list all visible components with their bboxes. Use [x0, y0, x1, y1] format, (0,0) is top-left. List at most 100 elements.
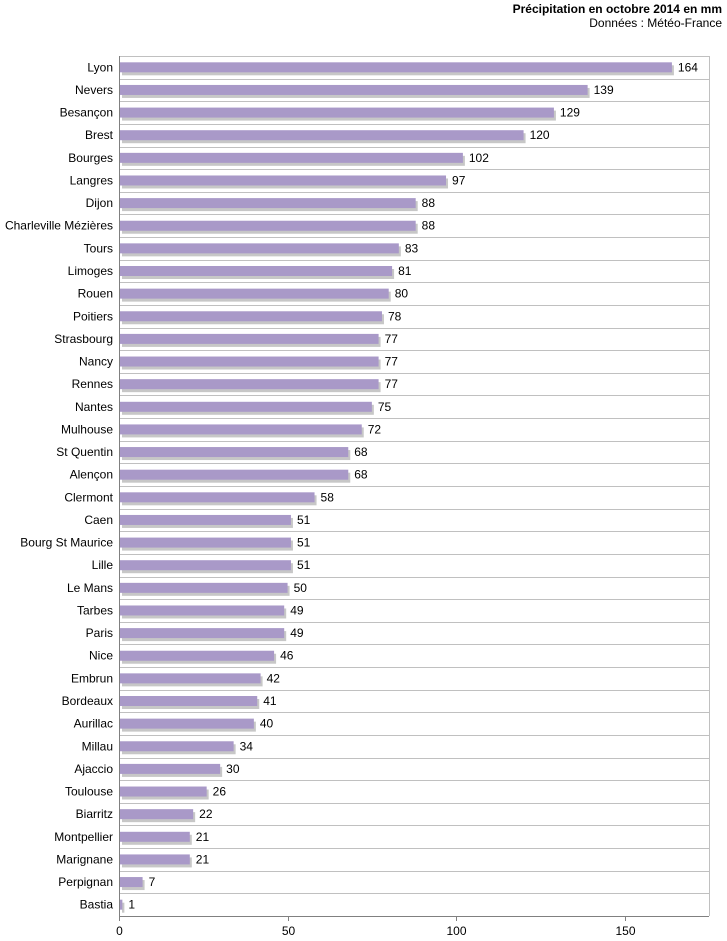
category-label-lyon: Lyon [87, 60, 113, 74]
category-label-nantes: Nantes [75, 400, 113, 414]
bar-nice [120, 650, 275, 661]
bar-bourg-st-maurice [120, 537, 291, 548]
bar-aurillac [120, 718, 254, 729]
category-label-strasbourg: Strasbourg [54, 332, 113, 346]
category-label-dijon: Dijon [86, 196, 113, 210]
category-label-biarritz: Biarritz [76, 807, 113, 821]
value-label-toulouse: 26 [213, 785, 227, 799]
bar-alencon [120, 469, 349, 480]
chart-subtitle: Données : Météo-France [589, 16, 722, 30]
bar-poitiers [120, 311, 382, 322]
category-label-aurillac: Aurillac [74, 717, 113, 731]
bar-rennes [120, 379, 379, 390]
value-label-bourg-st-maurice: 51 [297, 536, 311, 550]
bar-bastia [120, 899, 123, 910]
category-label-nancy: Nancy [79, 355, 113, 369]
value-label-nice: 46 [280, 649, 294, 663]
category-label-ajaccio: Ajaccio [74, 762, 113, 776]
chart-title: Précipitation en octobre 2014 en mm [512, 2, 722, 16]
category-label-mulhouse: Mulhouse [61, 422, 113, 436]
bar-biarritz [120, 809, 194, 820]
category-label-montpellier: Montpellier [54, 830, 113, 844]
value-label-caen: 51 [297, 513, 311, 527]
bar-besancon [120, 107, 554, 118]
value-label-bordeaux: 41 [263, 694, 277, 708]
value-label-nevers: 139 [594, 83, 614, 97]
bar-marignane [120, 854, 190, 865]
bar-langres [120, 175, 447, 186]
value-label-perpignan: 7 [149, 875, 156, 889]
bar-dijon [120, 198, 416, 209]
bar-nancy [120, 356, 379, 367]
bar-mulhouse [120, 424, 362, 435]
value-label-ajaccio: 30 [226, 762, 240, 776]
value-label-nantes: 75 [378, 400, 392, 414]
value-label-lyon: 164 [678, 60, 698, 74]
grid-lines [119, 56, 709, 917]
category-label-tarbes: Tarbes [77, 603, 113, 617]
value-label-marignane: 21 [196, 852, 210, 866]
value-label-limoges: 81 [398, 264, 412, 278]
category-label-bourg-st-maurice: Bourg St Maurice [20, 536, 113, 550]
category-label-toulouse: Toulouse [65, 785, 113, 799]
bar-caen [120, 514, 291, 525]
value-label-clermont: 58 [321, 490, 335, 504]
bar-brest [120, 130, 524, 141]
value-label-rouen: 80 [395, 287, 409, 301]
bar-le-mans [120, 582, 288, 593]
value-label-paris: 49 [290, 626, 304, 640]
category-label-bastia: Bastia [80, 898, 114, 912]
x-tick-label: 150 [615, 924, 635, 938]
bar-st-quentin [120, 447, 349, 458]
bar-clermont [120, 492, 315, 503]
bar-limoges [120, 266, 393, 276]
bar-charleville-mezieres [120, 220, 416, 231]
category-label-langres: Langres [70, 173, 113, 187]
bar-bourges [120, 152, 463, 163]
bar-millau [120, 741, 234, 752]
value-label-le-mans: 50 [294, 581, 308, 595]
bar-perpignan [120, 877, 143, 888]
value-label-strasbourg: 77 [385, 332, 399, 346]
value-label-aurillac: 40 [260, 717, 274, 731]
bar-rouen [120, 288, 389, 299]
category-label-tours: Tours [84, 241, 113, 255]
value-label-montpellier: 21 [196, 830, 210, 844]
category-label-embrun: Embrun [71, 671, 113, 685]
value-label-st-quentin: 68 [354, 445, 368, 459]
value-label-alencon: 68 [354, 468, 368, 482]
value-label-dijon: 88 [422, 196, 436, 210]
value-label-lille: 51 [297, 558, 311, 572]
category-label-brest: Brest [85, 128, 114, 142]
category-label-besancon: Besançon [60, 106, 113, 120]
value-label-rennes: 77 [385, 377, 399, 391]
x-tick-label: 100 [446, 924, 466, 938]
category-label-clermont: Clermont [64, 490, 113, 504]
category-label-limoges: Limoges [68, 264, 113, 278]
category-label-marignane: Marignane [56, 852, 113, 866]
value-label-millau: 34 [240, 739, 254, 753]
bar-strasbourg [120, 333, 379, 344]
category-label-nevers: Nevers [75, 83, 113, 97]
value-label-besancon: 129 [560, 106, 580, 120]
value-label-biarritz: 22 [199, 807, 213, 821]
bar-montpellier [120, 831, 190, 842]
category-label-alencon: Alençon [70, 468, 113, 482]
bar-toulouse [120, 786, 207, 797]
category-label-bourges: Bourges [68, 151, 113, 165]
bar-tarbes [120, 605, 285, 616]
bar-nevers [120, 84, 588, 95]
bar-paris [120, 628, 285, 639]
bars [120, 62, 674, 913]
category-label-poitiers: Poitiers [73, 309, 113, 323]
value-label-langres: 97 [452, 173, 466, 187]
value-label-charleville-mezieres: 88 [422, 219, 436, 233]
category-label-rouen: Rouen [78, 287, 113, 301]
category-label-st-quentin: St Quentin [56, 445, 113, 459]
value-label-tarbes: 49 [290, 603, 304, 617]
bar-ajaccio [120, 763, 221, 774]
x-tick-label: 50 [282, 924, 296, 938]
category-label-le-mans: Le Mans [67, 581, 113, 595]
